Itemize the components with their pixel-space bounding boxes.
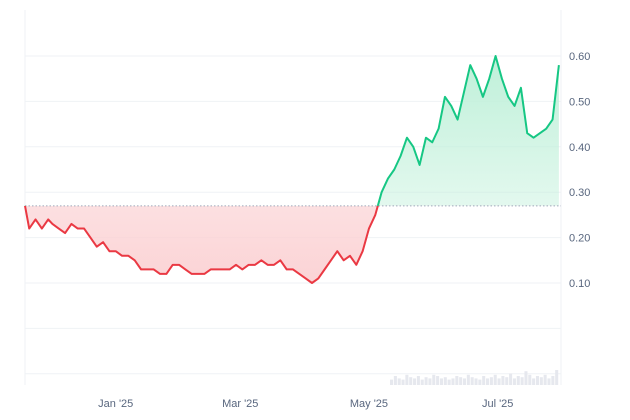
y-tick-label: 0.20 [569,233,590,245]
volume-bar [436,376,440,385]
volume-bar [543,374,547,385]
volume-bar [401,379,405,385]
volume-bar [520,377,524,385]
volume-bar [489,377,493,385]
volume-bar [405,374,409,385]
volume-bar [393,376,397,385]
volume-bar [486,378,490,385]
volume-bar [524,371,528,385]
volume-bar [482,376,486,385]
volume-bar [474,378,478,385]
x-tick-label: Jul '25 [482,398,513,410]
volume-bar [409,377,413,385]
volume-bar [447,379,451,385]
volume-bar [512,378,516,385]
volume-bar [416,376,420,385]
x-tick-label: Jan '25 [98,398,133,410]
volume-bar [451,378,455,385]
volume-bar [509,373,513,385]
volume-bar [439,378,443,385]
volume-bar [470,377,474,385]
volume-bar [397,378,401,385]
volume-bar [497,378,501,385]
x-tick-label: Mar '25 [222,398,258,410]
volume-bar [428,378,432,385]
y-tick-label: 0.60 [569,51,590,63]
volume-bar [478,379,482,385]
volume-bar [459,377,463,385]
volume-bar [547,378,551,385]
volume-bar [493,374,497,385]
volume-bar [535,376,539,385]
area-below-baseline [25,205,378,283]
volume-bar [551,376,555,385]
volume-bar [466,374,470,385]
volume-bar [424,377,428,385]
y-tick-label: 0.30 [569,187,590,199]
volume-bar [443,377,447,385]
x-tick-label: May '25 [350,398,388,410]
volume-bar [501,376,505,385]
y-tick-label: 0.50 [569,96,590,108]
volume-bar [462,378,467,385]
y-tick-label: 0.10 [569,278,590,290]
volume-bar [532,378,536,385]
volume-bar [516,376,520,385]
volume-bar [505,377,509,385]
volume-bar [455,376,459,385]
volume-bar [432,374,436,385]
volume-bar [420,379,424,385]
area-above-baseline [25,56,559,206]
price-line-above [24,55,560,206]
price-line-below [24,205,379,284]
volume-bar [413,378,417,385]
volume-bar [555,370,559,385]
volume-bar [528,374,532,385]
y-tick-label: 0.40 [569,142,590,154]
volume-bar [390,379,394,385]
volume-bar [539,377,543,385]
